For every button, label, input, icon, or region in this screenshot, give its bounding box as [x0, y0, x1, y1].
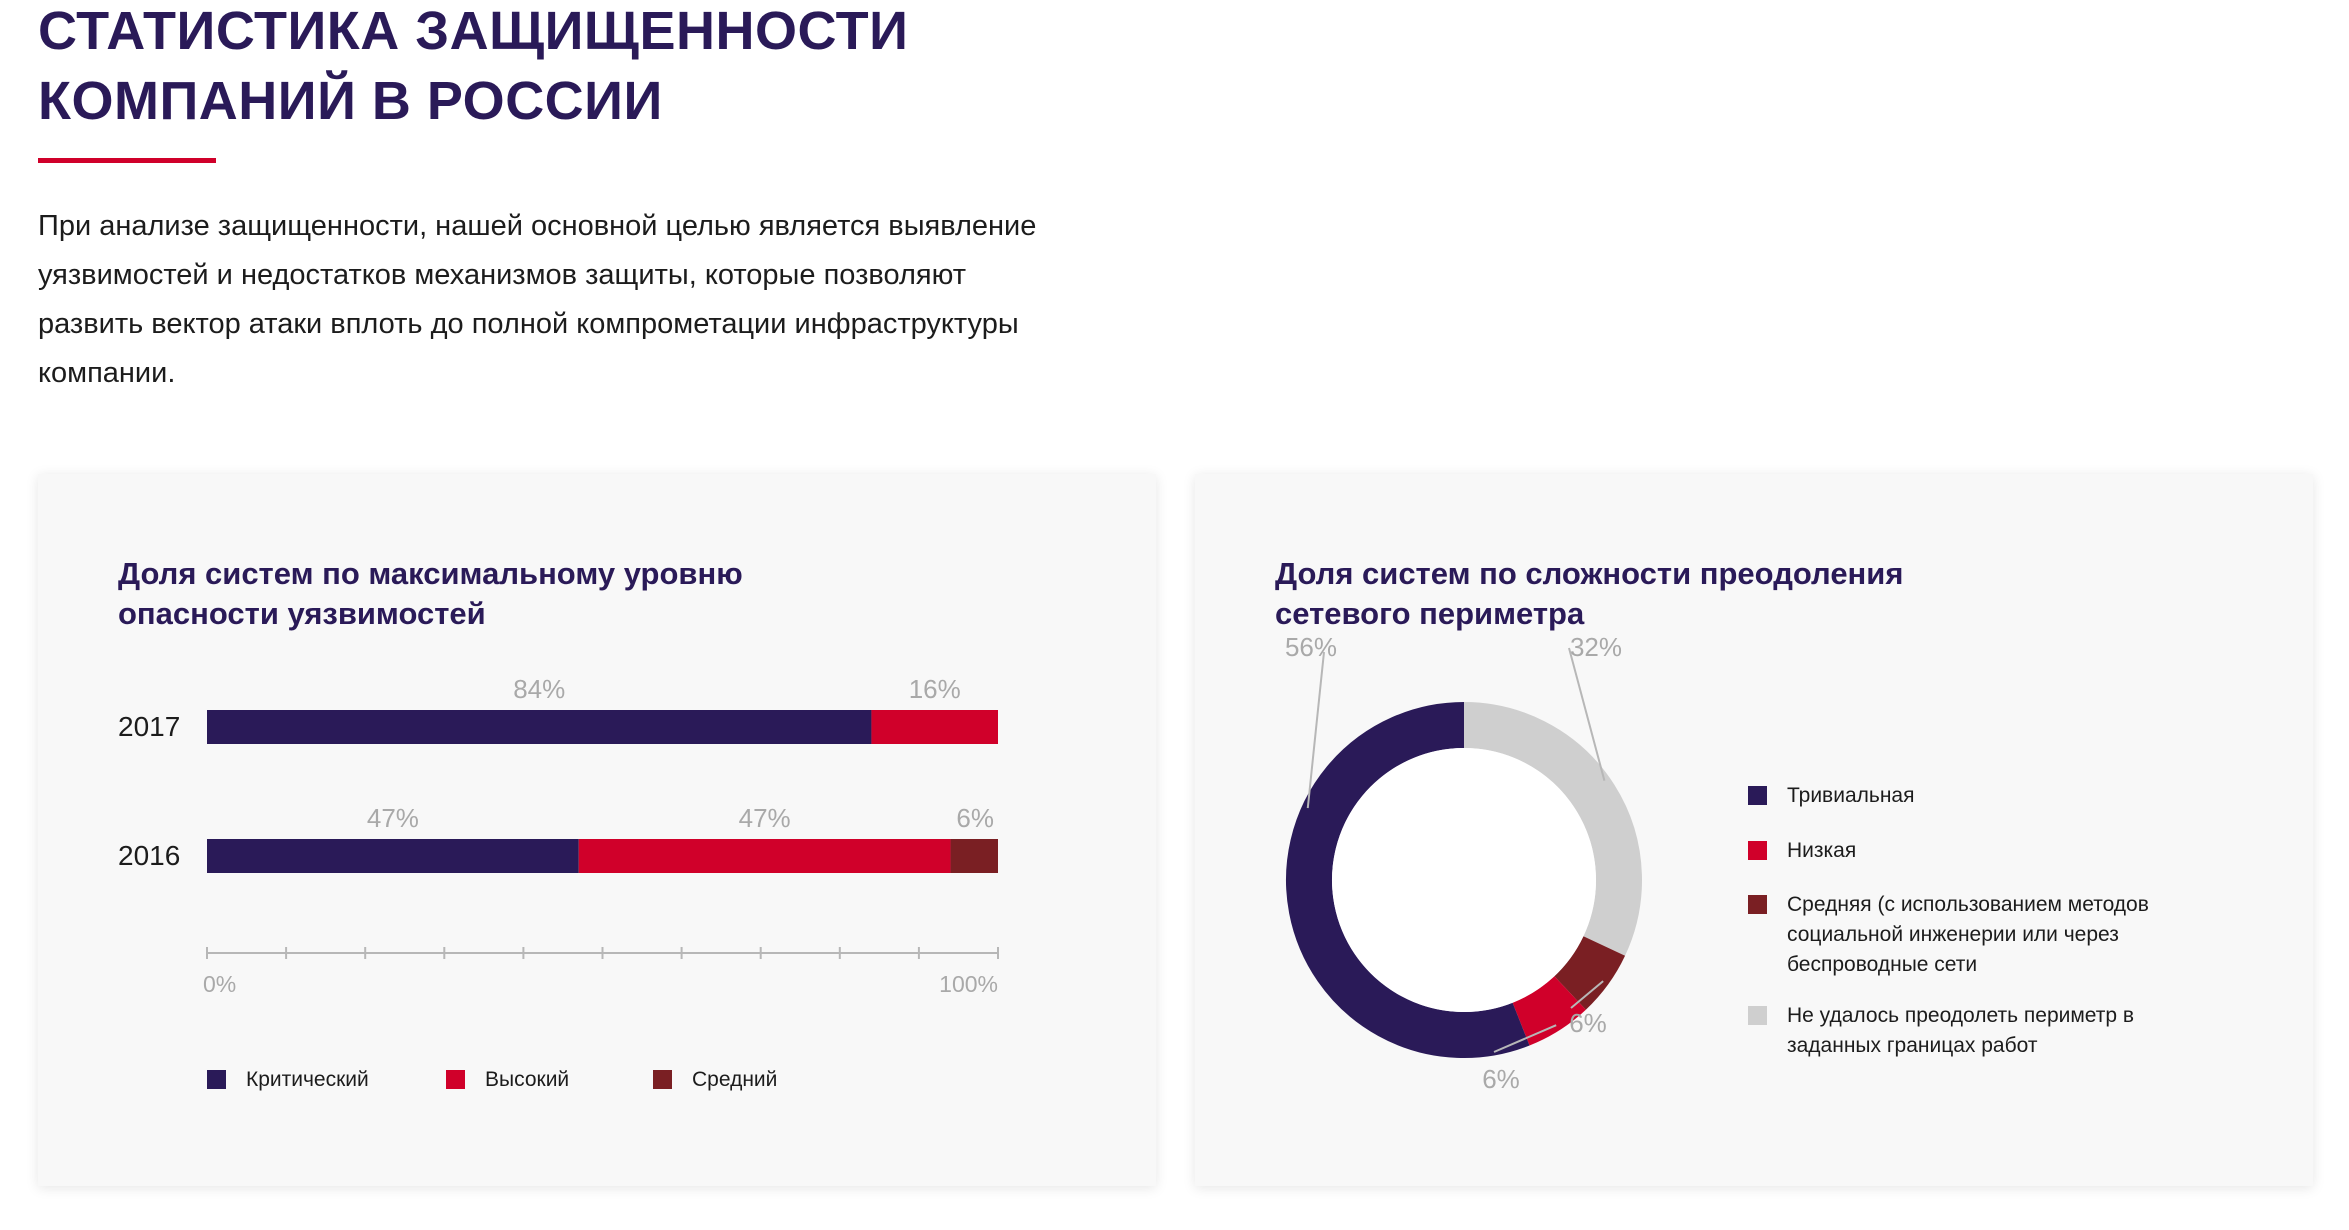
legend-swatch [1748, 1006, 1767, 1025]
bar-legend-item: Критический [207, 1065, 369, 1095]
donut-legend-item: Тривиальная [1748, 781, 2178, 811]
bar-category-label-2016: 2016 [118, 840, 180, 871]
legend-swatch [446, 1070, 465, 1089]
legend-label: Средний [692, 1068, 778, 1091]
bar-value-label: 16% [909, 674, 961, 704]
donut-slice [1553, 935, 1626, 1010]
donut-chart-card: Доля систем по сложности преодоления сет… [1195, 474, 2313, 1186]
legend-label: Не удалось преодолеть периметр в заданны… [1787, 1004, 2135, 1057]
bar-value-label: 84% [513, 674, 565, 704]
page-title: СТАТИСТИКА ЗАЩИЩЕННОСТИ КОМПАНИЙ В РОССИ… [38, 0, 1138, 136]
bar-segment-2017 [207, 710, 872, 744]
bar-value-label: 47% [367, 803, 419, 833]
leader-line [1568, 647, 1606, 781]
legend-swatch [1748, 786, 1767, 805]
x-tick-label-min: 0% [203, 971, 236, 997]
donut-chart: 32% 6% 6% 56% [1285, 632, 1642, 1094]
donut-legend-item: Низкая [1748, 836, 2178, 866]
legend-label: Тривиальная [1787, 784, 1915, 807]
leader-line [1306, 651, 1325, 809]
donut-slice [1286, 702, 1530, 1058]
bar-legend-item: Высокий [446, 1065, 569, 1095]
donut-chart-title: Доля систем по сложности преодоления сет… [1275, 556, 1904, 631]
bar-category-label-2017: 2017 [118, 711, 180, 742]
bar-legend-item: Средний [653, 1065, 777, 1095]
bar-segment-2016 [207, 839, 579, 873]
donut-hole [1332, 748, 1596, 1012]
legend-label: Низкая [1787, 839, 1857, 862]
bar-value-label: 6% [956, 803, 994, 833]
bar-segment-2016 [950, 839, 998, 873]
bar-value-label: 47% [739, 803, 791, 833]
bar-chart-card: Доля систем по максимальному уровню опас… [38, 474, 1156, 1186]
page-title-line-1: СТАТИСТИКА ЗАЩИЩЕННОСТИ [38, 1, 909, 61]
bar-segment-2017 [871, 710, 998, 744]
page-title-line-2: КОМПАНИЙ В РОССИИ [38, 71, 663, 131]
bar-segment-2016 [578, 839, 951, 873]
x-tick-label-max: 100% [939, 971, 998, 997]
donut-slice [1463, 702, 1642, 956]
bar-chart: 2017 84% 16% 2016 47% 47% 6% 0% 100% [118, 674, 999, 997]
slice-value-label: 32% [1570, 632, 1622, 662]
donut-legend-item: Не удалось преодолеть периметр в заданны… [1748, 1001, 2178, 1061]
intro-paragraph: При анализе защищенности, нашей основной… [38, 210, 1037, 389]
legend-label: Критический [246, 1068, 369, 1091]
slice-value-label: 6% [1482, 1064, 1520, 1094]
slice-value-label: 56% [1285, 632, 1337, 662]
donut-legend-item: Средняя (с использованием методов социал… [1748, 890, 2178, 980]
leader-line [1570, 980, 1604, 1009]
legend-label: Высокий [485, 1068, 570, 1091]
legend-swatch [1748, 841, 1767, 860]
legend-label: Средняя (с использованием методов социал… [1787, 893, 2149, 976]
leader-line [1493, 1024, 1557, 1053]
bar-chart-title: Доля систем по максимальному уровню опас… [118, 556, 743, 631]
title-underline [38, 158, 216, 163]
legend-swatch [653, 1070, 672, 1089]
slice-value-label: 6% [1569, 1008, 1607, 1038]
legend-swatch [207, 1070, 226, 1089]
legend-swatch [1748, 895, 1767, 914]
donut-slice [1511, 975, 1586, 1046]
